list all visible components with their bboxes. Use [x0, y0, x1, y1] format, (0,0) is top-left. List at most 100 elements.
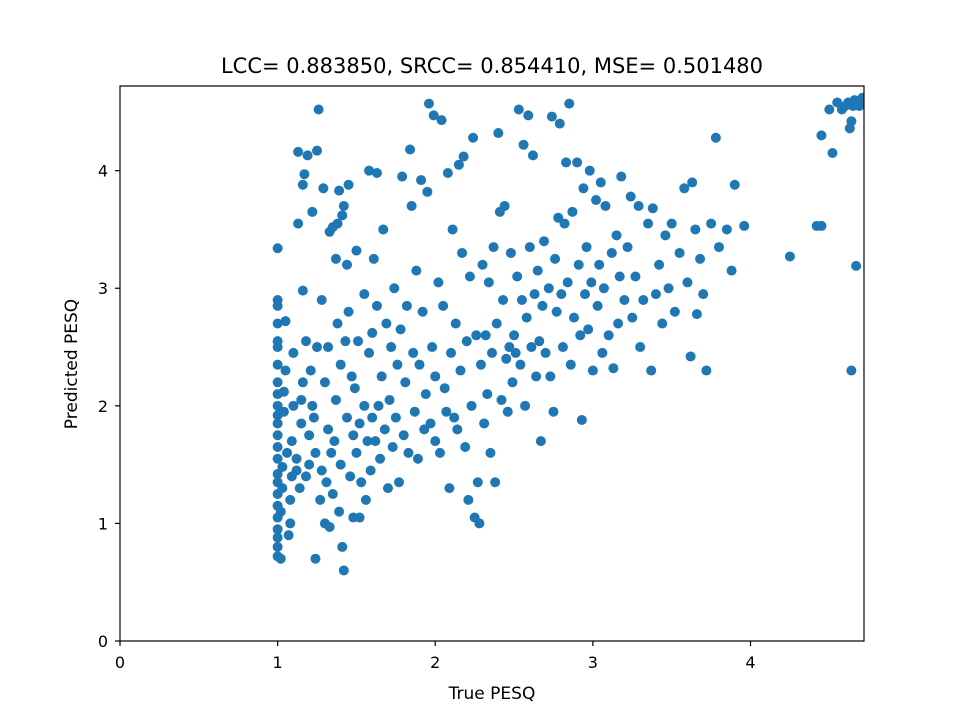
- scatter-point: [272, 453, 283, 464]
- scatter-point: [272, 295, 283, 305]
- scatter-point: [349, 383, 360, 394]
- scatter-point: [529, 289, 540, 300]
- scatter-point: [496, 394, 507, 405]
- scatter-point: [428, 110, 439, 121]
- scatter-point: [422, 186, 433, 197]
- scatter-point: [545, 371, 556, 382]
- scatter-point: [351, 447, 362, 458]
- scatter-point: [272, 318, 283, 329]
- scatter-point: [633, 200, 644, 211]
- scatter-point: [726, 265, 737, 276]
- x-axis-label: True PESQ: [448, 684, 536, 704]
- scatter-point: [302, 150, 313, 161]
- scatter-point: [275, 553, 286, 564]
- scatter-point: [502, 406, 513, 417]
- scatter-point: [687, 177, 698, 188]
- scatter-point: [341, 259, 352, 270]
- scatter-point: [507, 377, 518, 388]
- scatter-point: [488, 242, 499, 253]
- y-axis-label: Predicted PESQ: [62, 299, 82, 429]
- scatter-point: [323, 424, 334, 435]
- scatter-point: [307, 206, 318, 217]
- scatter-point: [600, 200, 611, 211]
- scatter-point: [319, 377, 330, 388]
- scatter-point: [698, 289, 709, 300]
- scatter-point: [647, 203, 658, 214]
- scatter-point: [455, 365, 466, 376]
- scatter-point: [619, 295, 630, 305]
- scatter-point: [441, 406, 452, 417]
- scatter-point: [460, 441, 471, 452]
- scatter-point: [543, 283, 554, 294]
- scatter-point: [330, 394, 341, 405]
- scatter-point: [498, 295, 509, 305]
- scatter-point: [518, 139, 529, 150]
- scatter-point: [597, 347, 608, 358]
- plot-frame: [119, 85, 865, 642]
- scatter-point: [297, 377, 308, 388]
- scatter-point: [291, 453, 302, 464]
- scatter-point: [324, 521, 335, 532]
- x-tick-label: 0: [115, 653, 125, 672]
- scatter-point: [386, 342, 397, 353]
- scatter-point: [354, 418, 365, 429]
- chart-title: LCC= 0.883850, SRCC= 0.854410, MSE= 0.50…: [221, 54, 763, 78]
- scatter-point: [458, 151, 469, 162]
- scatter-point: [272, 524, 283, 535]
- scatter-point: [427, 342, 438, 353]
- scatter-point: [345, 471, 356, 482]
- scatter-point: [312, 145, 323, 156]
- scatter-point: [304, 459, 315, 470]
- scatter-point: [338, 565, 349, 576]
- scatter-point: [282, 447, 293, 458]
- scatter-point: [450, 318, 461, 329]
- scatter-point: [660, 230, 671, 241]
- scatter-point: [417, 306, 428, 317]
- scatter-point: [646, 365, 657, 376]
- scatter-point: [482, 389, 493, 400]
- scatter-point: [674, 247, 685, 258]
- scatter-point: [272, 243, 283, 254]
- scatter-point: [832, 97, 843, 108]
- scatter-point: [330, 253, 341, 264]
- scatter-point: [394, 477, 404, 488]
- scatter-point: [367, 412, 378, 423]
- scatter-point: [360, 494, 371, 505]
- scatter-point: [591, 195, 602, 206]
- scatter-point: [573, 259, 584, 270]
- scatter-point: [491, 318, 502, 329]
- scatter-point: [280, 316, 291, 327]
- scatter-point: [277, 483, 288, 494]
- scatter-point: [405, 144, 416, 155]
- scatter-point: [548, 406, 559, 417]
- scatter-point: [340, 336, 351, 347]
- scatter-point: [297, 179, 308, 190]
- scatter-point: [430, 436, 441, 447]
- scatter-point: [334, 506, 345, 517]
- scatter-point: [827, 148, 838, 159]
- scatter-point: [444, 483, 455, 494]
- scatter-point: [272, 430, 283, 441]
- scatter-point: [293, 218, 304, 229]
- plot-points: [272, 92, 864, 576]
- scatter-point: [296, 394, 307, 405]
- scatter-point: [414, 359, 425, 370]
- scatter-point: [301, 336, 311, 347]
- scatter-point: [490, 477, 501, 488]
- scatter-point: [682, 277, 693, 288]
- scatter-point: [816, 130, 827, 141]
- scatter-point: [293, 146, 304, 157]
- scatter-point: [326, 447, 337, 458]
- scatter-point: [371, 168, 382, 179]
- scatter-point: [288, 347, 299, 358]
- scatter-point: [572, 157, 583, 168]
- scatter-point: [846, 116, 857, 127]
- scatter-point: [493, 128, 504, 139]
- scatter-point: [354, 512, 365, 523]
- scatter-point: [379, 424, 390, 435]
- scatter-point: [341, 412, 352, 423]
- scatter-point: [557, 342, 568, 353]
- scatter-point: [275, 506, 286, 517]
- scatter-point: [611, 230, 622, 241]
- scatter-point: [272, 336, 283, 347]
